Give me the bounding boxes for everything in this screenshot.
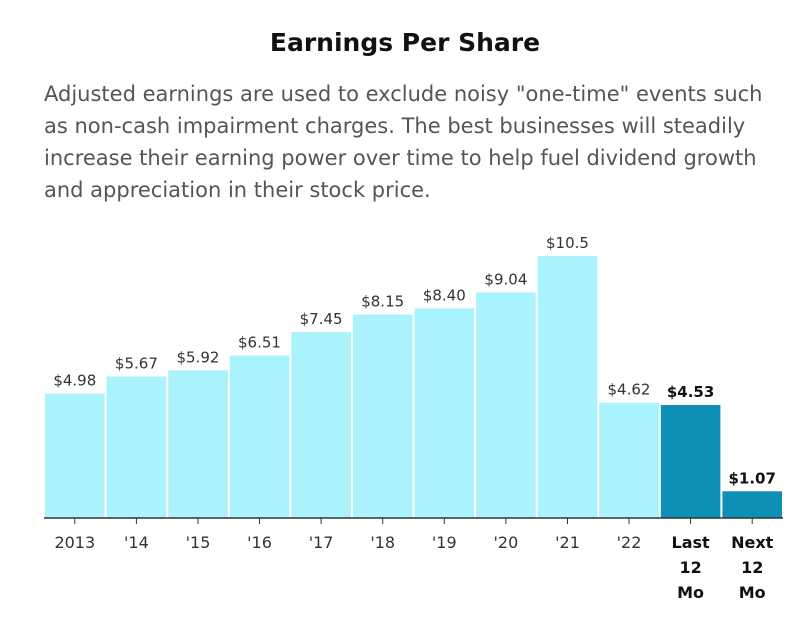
x-tick-label: Last	[672, 533, 711, 552]
x-tick-label: Mo	[739, 583, 766, 602]
data-label: $8.15	[361, 293, 404, 311]
bar	[722, 491, 782, 518]
bar	[352, 314, 413, 518]
x-tick-label: 12	[741, 558, 763, 577]
data-label: $9.04	[484, 270, 527, 288]
bar	[106, 376, 167, 518]
x-tick-label: 2013	[54, 533, 95, 552]
x-tick-label: '15	[186, 533, 211, 552]
data-label: $7.45	[300, 310, 343, 328]
data-label: $5.67	[115, 355, 158, 373]
data-label: $4.53	[667, 383, 714, 401]
data-label: $8.40	[423, 286, 466, 304]
x-tick-label: Mo	[677, 583, 704, 602]
bar	[537, 256, 598, 518]
bar	[599, 402, 659, 518]
x-tick-label: '16	[247, 533, 272, 552]
x-tick-label: '20	[494, 533, 519, 552]
x-tick-label: Next	[731, 533, 774, 552]
bar	[168, 370, 228, 518]
data-label: $4.62	[608, 381, 651, 399]
bar	[45, 393, 105, 518]
x-tick-label: '19	[432, 533, 457, 552]
bar	[291, 332, 351, 518]
data-label: $6.51	[238, 334, 281, 352]
chart-description: Adjusted earnings are used to exclude no…	[44, 82, 763, 202]
x-tick-label: 12	[679, 558, 701, 577]
bar	[476, 292, 536, 518]
x-tick-label: '18	[370, 533, 395, 552]
x-tick-label: '17	[309, 533, 334, 552]
data-label: $4.98	[53, 372, 96, 390]
bar	[229, 355, 290, 518]
x-tick-label: '21	[555, 533, 580, 552]
x-tick-label: '22	[617, 533, 642, 552]
data-label: $10.5	[546, 234, 589, 252]
bar	[414, 308, 475, 518]
chart-title: Earnings Per Share	[269, 28, 541, 57]
data-label: $5.92	[177, 348, 220, 366]
bar	[660, 405, 721, 518]
data-label: $1.07	[728, 469, 775, 487]
x-tick-label: '14	[124, 533, 149, 552]
